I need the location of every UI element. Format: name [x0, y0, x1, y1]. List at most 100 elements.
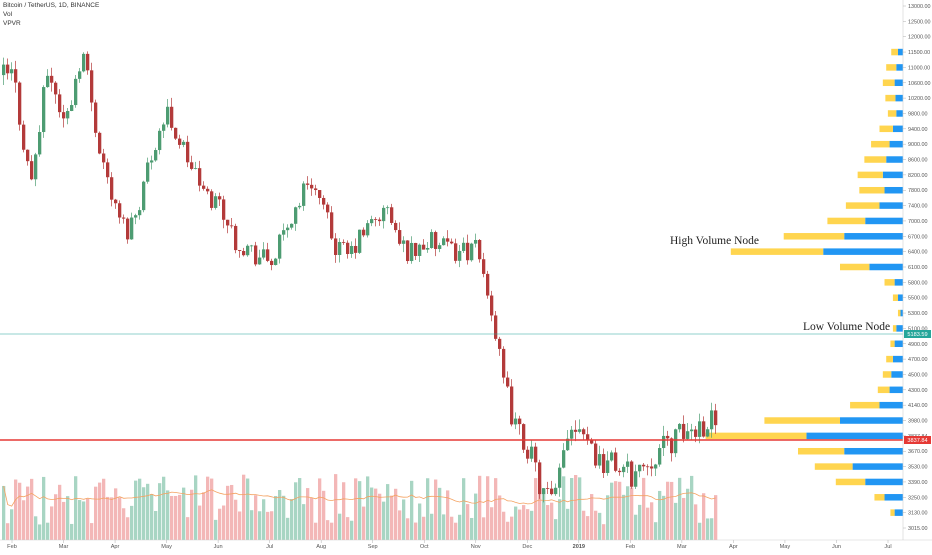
candle-body[interactable] — [294, 207, 298, 224]
candle-body[interactable] — [46, 75, 50, 88]
candle-body[interactable] — [354, 245, 358, 253]
candle-body[interactable] — [346, 242, 350, 255]
candle-body[interactable] — [82, 53, 86, 72]
candle-body[interactable] — [150, 160, 154, 163]
candle-body[interactable] — [126, 218, 130, 240]
candle-body[interactable] — [2, 64, 6, 76]
candle-body[interactable] — [446, 238, 450, 242]
candle-body[interactable] — [70, 105, 74, 111]
candle-body[interactable] — [246, 245, 250, 256]
candle-body[interactable] — [366, 223, 370, 236]
candle-body[interactable] — [278, 234, 282, 259]
candle-body[interactable] — [642, 464, 646, 467]
candle-body[interactable] — [558, 467, 562, 488]
candle-body[interactable] — [426, 248, 430, 250]
candle-body[interactable] — [618, 470, 622, 473]
candle-body[interactable] — [482, 259, 486, 274]
candle-body[interactable] — [654, 464, 658, 469]
candle-body[interactable] — [94, 102, 98, 133]
candle-body[interactable] — [362, 229, 366, 236]
candle-body[interactable] — [586, 434, 590, 441]
candle-body[interactable] — [142, 181, 146, 211]
candle-body[interactable] — [542, 488, 546, 495]
candle-body[interactable] — [322, 197, 326, 205]
candle-body[interactable] — [550, 488, 554, 495]
candle-body[interactable] — [182, 141, 186, 145]
candle-body[interactable] — [538, 462, 542, 495]
candle-body[interactable] — [298, 205, 302, 208]
candle-body[interactable] — [22, 124, 26, 150]
candle-body[interactable] — [226, 219, 230, 226]
symbol-title[interactable]: Bitcoin / TetherUS, 1D, BINANCE — [3, 2, 100, 9]
candle-body[interactable] — [138, 210, 142, 216]
candle-body[interactable] — [610, 452, 614, 461]
candle-body[interactable] — [198, 168, 202, 186]
candle-body[interactable] — [614, 452, 618, 471]
candle-body[interactable] — [490, 295, 494, 316]
candle-body[interactable] — [26, 149, 30, 162]
candle-body[interactable] — [486, 273, 490, 296]
vpvr-indicator-label[interactable]: VPVR — [3, 20, 21, 27]
candle-body[interactable] — [174, 127, 178, 139]
candle-body[interactable] — [306, 183, 310, 185]
candle-body[interactable] — [710, 410, 714, 430]
candle-body[interactable] — [638, 464, 642, 472]
candle-body[interactable] — [442, 238, 446, 246]
candle-body[interactable] — [114, 199, 118, 204]
candle-body[interactable] — [462, 242, 466, 251]
candle-body[interactable] — [454, 243, 458, 261]
candle-body[interactable] — [418, 244, 422, 256]
candle-body[interactable] — [242, 251, 246, 256]
candle-body[interactable] — [502, 348, 506, 378]
candle-body[interactable] — [338, 241, 342, 255]
candle-body[interactable] — [666, 435, 670, 439]
candle-body[interactable] — [146, 162, 150, 182]
candle-body[interactable] — [170, 106, 174, 128]
candle-body[interactable] — [202, 185, 206, 189]
candle-body[interactable] — [506, 377, 510, 387]
candle-body[interactable] — [434, 232, 438, 249]
candle-body[interactable] — [234, 225, 238, 251]
candle-body[interactable] — [374, 219, 378, 220]
candle-body[interactable] — [470, 243, 474, 261]
candle-body[interactable] — [38, 132, 42, 155]
candle-body[interactable] — [134, 215, 138, 218]
candle-body[interactable] — [498, 338, 502, 349]
candle-body[interactable] — [402, 240, 406, 244]
candle-body[interactable] — [258, 257, 262, 265]
candle-body[interactable] — [398, 230, 402, 244]
candle-body[interactable] — [438, 245, 442, 249]
candle-body[interactable] — [602, 454, 606, 473]
candle-body[interactable] — [106, 162, 110, 178]
candle-body[interactable] — [458, 250, 462, 261]
candle-body[interactable] — [430, 232, 434, 249]
candle-body[interactable] — [554, 487, 558, 495]
candle-body[interactable] — [546, 488, 550, 489]
candle-body[interactable] — [650, 466, 654, 469]
candles[interactable] — [2, 51, 718, 503]
candle-body[interactable] — [286, 227, 290, 231]
candle-body[interactable] — [162, 124, 166, 131]
candle-body[interactable] — [178, 138, 182, 145]
candle-body[interactable] — [282, 230, 286, 235]
candle-body[interactable] — [30, 161, 34, 180]
time-axis[interactable]: Feb Mar Apr May Jun Jul Aug Sep Oct Nov Dec 2019 Feb… — [7, 540, 892, 550]
candle-body[interactable] — [34, 154, 38, 180]
candle-body[interactable] — [326, 204, 330, 213]
candle-body[interactable] — [302, 183, 306, 206]
candle-body[interactable] — [318, 190, 322, 198]
candle-body[interactable] — [674, 429, 678, 454]
candle-body[interactable] — [406, 240, 410, 262]
candle-body[interactable] — [98, 132, 102, 154]
candle-body[interactable] — [562, 450, 566, 468]
price-axis[interactable]: 13000.00 12500.00 12000.00 11500.00 11000.00… — [903, 4, 930, 532]
candle-body[interactable] — [474, 239, 478, 244]
candle-body[interactable] — [570, 429, 574, 439]
candle-body[interactable] — [90, 70, 94, 103]
candle-body[interactable] — [10, 69, 14, 74]
candle-body[interactable] — [210, 191, 214, 208]
candle-body[interactable] — [662, 435, 666, 449]
candle-body[interactable] — [158, 130, 162, 151]
candle-body[interactable] — [274, 258, 278, 266]
